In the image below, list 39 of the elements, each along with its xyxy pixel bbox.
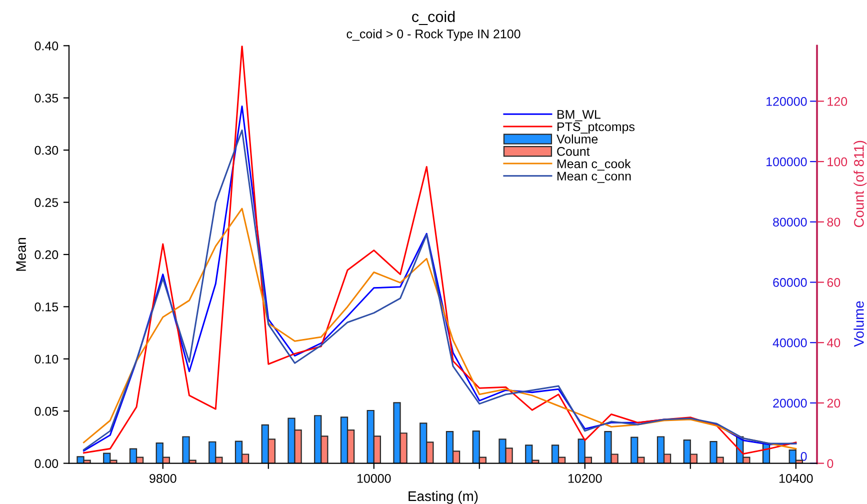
y-tick-label: 0.40 xyxy=(34,42,58,50)
y2-tick-label: 80000 xyxy=(773,218,807,227)
y-tick-label: 0.35 xyxy=(34,94,58,103)
legend-label: Volume xyxy=(556,134,598,144)
y3-tick-label: 0 xyxy=(827,459,834,468)
y-tick-label: 0.30 xyxy=(34,146,58,155)
legend-label: Mean c_conn xyxy=(557,172,631,183)
x-axis-title: Easting (m) xyxy=(408,490,478,504)
y2-tick-label: 100000 xyxy=(766,157,807,166)
y2-tick-label: 120000 xyxy=(766,97,807,106)
legend-label: PTS_ptcomps xyxy=(557,122,635,134)
x-tick-label: 9800 xyxy=(150,474,176,483)
y3-tick-label: 60 xyxy=(827,278,840,287)
y3-tick-label: 80 xyxy=(827,218,840,227)
y-tick-label: 0.00 xyxy=(34,459,58,468)
y-tick-label: 0.25 xyxy=(34,198,58,207)
y2-tick-label: 0 xyxy=(800,452,807,461)
y3-axis-title: Count (of 811) xyxy=(854,140,867,228)
y-tick-label: 0.15 xyxy=(34,302,58,312)
y-axis-title: Mean xyxy=(16,238,26,271)
legend-label: BM_WL xyxy=(557,110,601,122)
legend-label: Count xyxy=(557,147,590,156)
y3-tick-label: 40 xyxy=(827,338,840,348)
chart-subtitle: c_coid > 0 - Rock Type IN 2100 xyxy=(346,29,520,41)
legend-label: Mean c_cook xyxy=(557,159,631,171)
y2-tick-label: 20000 xyxy=(773,398,807,408)
y2-axis-title: Volume xyxy=(854,301,864,347)
y3-tick-label: 20 xyxy=(827,398,840,408)
chart-title: c_coid xyxy=(412,10,455,25)
y-tick-label: 0.05 xyxy=(34,406,58,416)
y2-tick-label: 60000 xyxy=(773,278,807,287)
x-tick-label: 10400 xyxy=(779,474,813,483)
y-tick-label: 0.20 xyxy=(34,250,58,260)
y-tick-label: 0.10 xyxy=(34,354,58,364)
y3-tick-label: 100 xyxy=(828,157,848,166)
x-tick-label: 10200 xyxy=(568,474,602,483)
y3-tick-label: 120 xyxy=(828,97,848,106)
x-tick-label: 10000 xyxy=(357,474,391,483)
y2-tick-label: 40000 xyxy=(772,338,807,348)
